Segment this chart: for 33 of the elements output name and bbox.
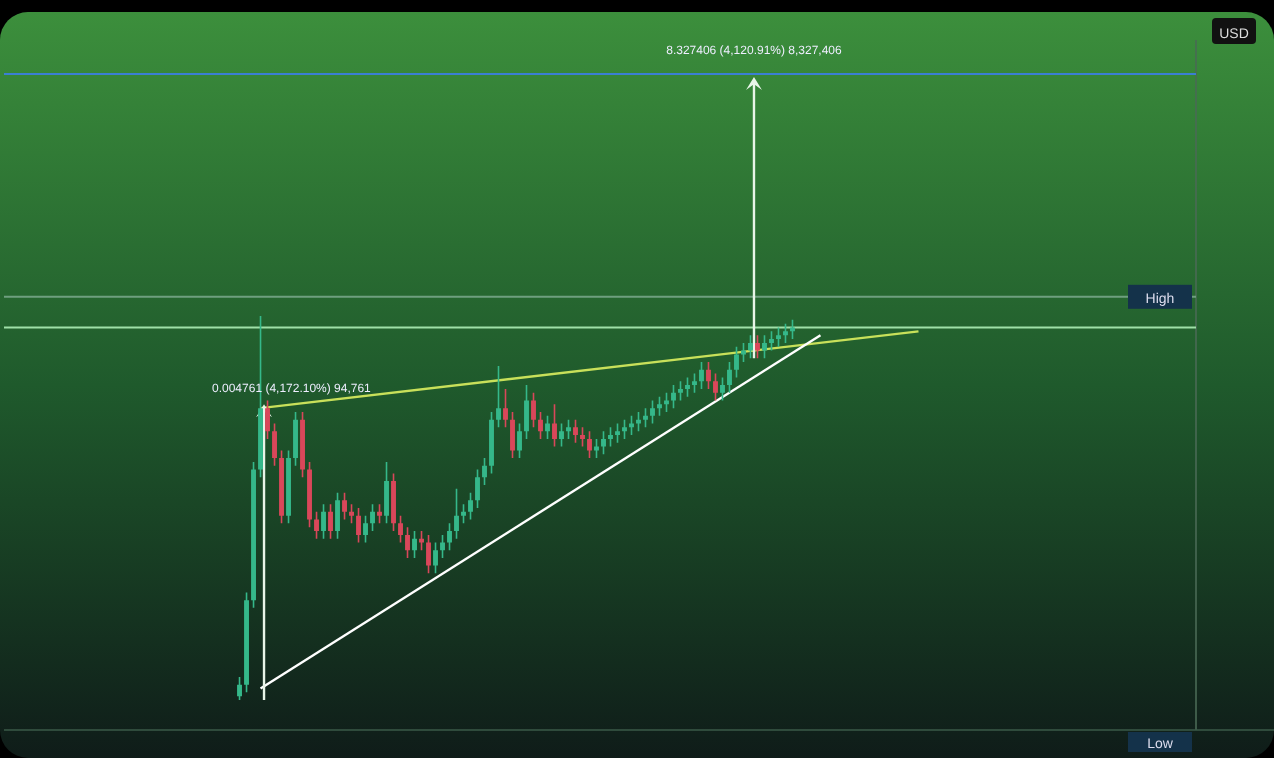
candlestick: [489, 412, 494, 474]
candlestick: [384, 461, 389, 524]
candlestick: [307, 461, 312, 528]
candlestick: [650, 400, 655, 424]
candlestick: [335, 492, 340, 539]
candlestick: [356, 508, 361, 543]
candlestick: [342, 492, 347, 520]
candlestick: [251, 461, 256, 608]
candlestick: [447, 523, 452, 551]
candlestick: [734, 346, 739, 378]
candlestick: [244, 592, 249, 693]
candlestick: [328, 504, 333, 539]
candlestick: [293, 412, 298, 466]
candlestick: [531, 392, 536, 428]
candlestick: [524, 385, 529, 439]
candlestick: [398, 515, 403, 543]
candlestick: [391, 473, 396, 532]
candlestick: [272, 423, 277, 466]
candlestick: [433, 542, 438, 574]
candlestick: [727, 362, 732, 393]
candlestick: [265, 400, 270, 439]
candlestick: [510, 412, 515, 459]
candlestick: [713, 373, 718, 401]
candlestick: [405, 527, 410, 558]
candlestick: [475, 469, 480, 508]
candlestick: [279, 450, 284, 524]
candlestick: [300, 412, 305, 478]
candlestick: [468, 492, 473, 520]
candlestick: [286, 450, 291, 524]
candlestick: [321, 504, 326, 539]
candlestick: [426, 534, 431, 574]
candlestick: [517, 423, 522, 459]
candlestick: [363, 515, 368, 543]
